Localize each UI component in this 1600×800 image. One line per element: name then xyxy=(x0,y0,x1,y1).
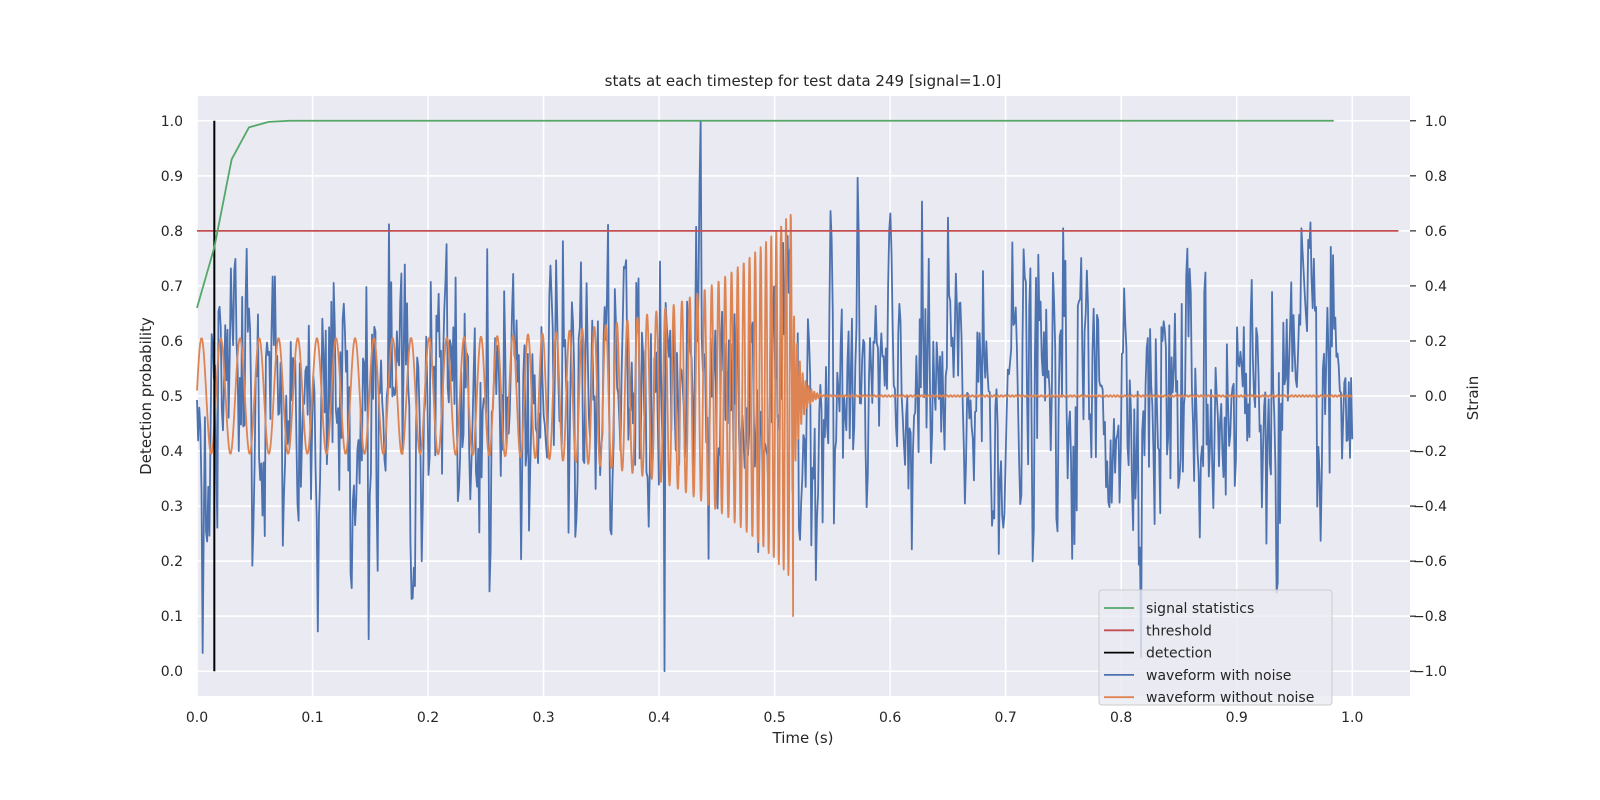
x-tick-label: 0.9 xyxy=(1226,710,1248,726)
y-tick-label: 0.0 xyxy=(161,664,183,680)
x-tick-label: 0.1 xyxy=(301,710,323,726)
legend: signal statistics threshold detection wavef… xyxy=(1098,589,1333,706)
x-tick-label: 0.8 xyxy=(1110,710,1132,726)
y-tick-label: 0.9 xyxy=(161,169,183,185)
x-tick-label: 0.2 xyxy=(417,710,439,726)
series-waveform-without-noise xyxy=(196,213,1353,618)
y-tick-label: 0.8 xyxy=(161,224,183,240)
y2-axis-label: Strain xyxy=(1464,376,1482,420)
y2-tick-label: 1.0 xyxy=(1425,114,1447,130)
x-tick-label: 1.0 xyxy=(1341,710,1363,726)
x-tick-label: 0.0 xyxy=(186,710,208,726)
y2-tick-label: 0.4 xyxy=(1425,279,1447,295)
x-tick-label: 0.7 xyxy=(995,710,1017,726)
legend-label: detection xyxy=(1146,646,1212,662)
x-axis-label: Time (s) xyxy=(772,729,834,747)
y2-tick-label: −0.8 xyxy=(1413,609,1447,625)
legend-label: threshold xyxy=(1146,623,1212,639)
x-tick-label: 0.6 xyxy=(879,710,901,726)
y-tick-labels: 0.0 0.1 0.2 0.3 0.4 0.5 0.6 0.7 0.8 0.9 1.0 xyxy=(161,114,183,680)
y-axis-label: Detection probability xyxy=(137,317,155,475)
y-tick-label: 0.6 xyxy=(161,334,183,350)
y2-tick-label: −0.4 xyxy=(1413,499,1447,515)
y-tick-label: 0.3 xyxy=(161,499,183,515)
y2-tick-label: −0.2 xyxy=(1413,444,1447,460)
y2-tick-label: −1.0 xyxy=(1413,664,1447,680)
x-tick-label: 0.3 xyxy=(532,710,554,726)
y2-tick-labels: −1.0 −0.8 −0.6 −0.4 −0.2 0.0 0.2 0.4 0.6 0.8 1.0 xyxy=(1410,114,1447,680)
legend-label: signal statistics xyxy=(1146,601,1254,617)
y2-tick-label: 0.0 xyxy=(1425,389,1447,405)
y-tick-label: 0.1 xyxy=(161,609,183,625)
chart-title: stats at each timestep for test data 249… xyxy=(605,72,1002,90)
legend-label: waveform with noise xyxy=(1146,668,1291,684)
y-tick-label: 0.5 xyxy=(161,389,183,405)
x-tick-label: 0.5 xyxy=(763,710,785,726)
series-signal-statistics xyxy=(196,119,1334,309)
legend-items: signal statistics threshold detection wavef… xyxy=(1104,601,1314,706)
y2-tick-label: 0.8 xyxy=(1425,169,1447,185)
x-tick-label: 0.4 xyxy=(648,710,670,726)
y2-tick-label: 0.2 xyxy=(1425,334,1447,350)
y-tick-label: 1.0 xyxy=(161,114,183,130)
y-tick-label: 0.2 xyxy=(161,554,183,570)
legend-label: waveform without noise xyxy=(1146,690,1314,706)
y2-tick-label: −0.6 xyxy=(1413,554,1447,570)
legend-box xyxy=(1098,589,1333,706)
y-tick-label: 0.7 xyxy=(161,279,183,295)
data-lines xyxy=(196,119,1399,673)
y-tick-label: 0.4 xyxy=(161,444,183,460)
y2-tick-label: 0.6 xyxy=(1425,224,1447,240)
x-tick-labels: 0.0 0.1 0.2 0.3 0.4 0.5 0.6 0.7 0.8 0.9 1.0 xyxy=(186,710,1364,726)
